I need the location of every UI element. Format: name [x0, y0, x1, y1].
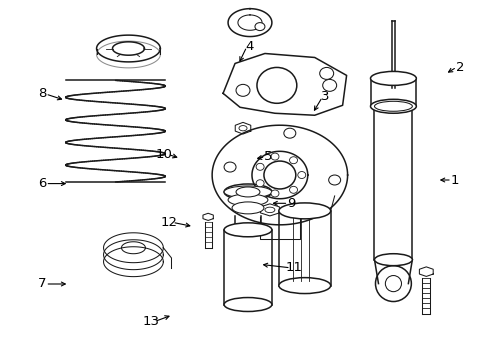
Ellipse shape — [370, 71, 416, 85]
Ellipse shape — [298, 171, 306, 179]
Ellipse shape — [279, 203, 331, 219]
Ellipse shape — [374, 101, 413, 111]
Ellipse shape — [228, 194, 268, 206]
Ellipse shape — [224, 184, 272, 200]
Text: 8: 8 — [38, 87, 47, 100]
Text: 4: 4 — [245, 40, 254, 53]
Ellipse shape — [256, 180, 264, 187]
Ellipse shape — [236, 187, 260, 197]
Ellipse shape — [232, 202, 264, 214]
Ellipse shape — [319, 67, 334, 80]
Text: 6: 6 — [38, 177, 47, 190]
Text: 3: 3 — [321, 90, 330, 103]
Text: 7: 7 — [38, 278, 47, 291]
Ellipse shape — [271, 153, 279, 160]
Ellipse shape — [290, 157, 297, 164]
Text: 11: 11 — [285, 261, 302, 274]
Ellipse shape — [224, 162, 236, 172]
Ellipse shape — [236, 84, 250, 96]
Ellipse shape — [370, 99, 416, 113]
Ellipse shape — [374, 254, 413, 266]
Ellipse shape — [375, 266, 412, 302]
Ellipse shape — [271, 190, 279, 197]
Ellipse shape — [264, 161, 296, 189]
Ellipse shape — [284, 128, 296, 138]
Ellipse shape — [257, 67, 297, 103]
Text: 2: 2 — [456, 60, 464, 73]
Ellipse shape — [224, 298, 272, 311]
Ellipse shape — [224, 223, 272, 237]
Ellipse shape — [255, 23, 265, 31]
Ellipse shape — [329, 175, 341, 185]
Ellipse shape — [224, 186, 272, 198]
Ellipse shape — [290, 186, 297, 193]
Text: 9: 9 — [287, 197, 295, 210]
Text: 5: 5 — [264, 150, 272, 163]
Ellipse shape — [323, 80, 337, 91]
Text: 13: 13 — [143, 315, 160, 328]
Ellipse shape — [279, 278, 331, 293]
Text: 12: 12 — [161, 216, 178, 229]
Text: 1: 1 — [451, 174, 459, 186]
Text: 10: 10 — [156, 148, 173, 161]
Ellipse shape — [256, 163, 264, 170]
